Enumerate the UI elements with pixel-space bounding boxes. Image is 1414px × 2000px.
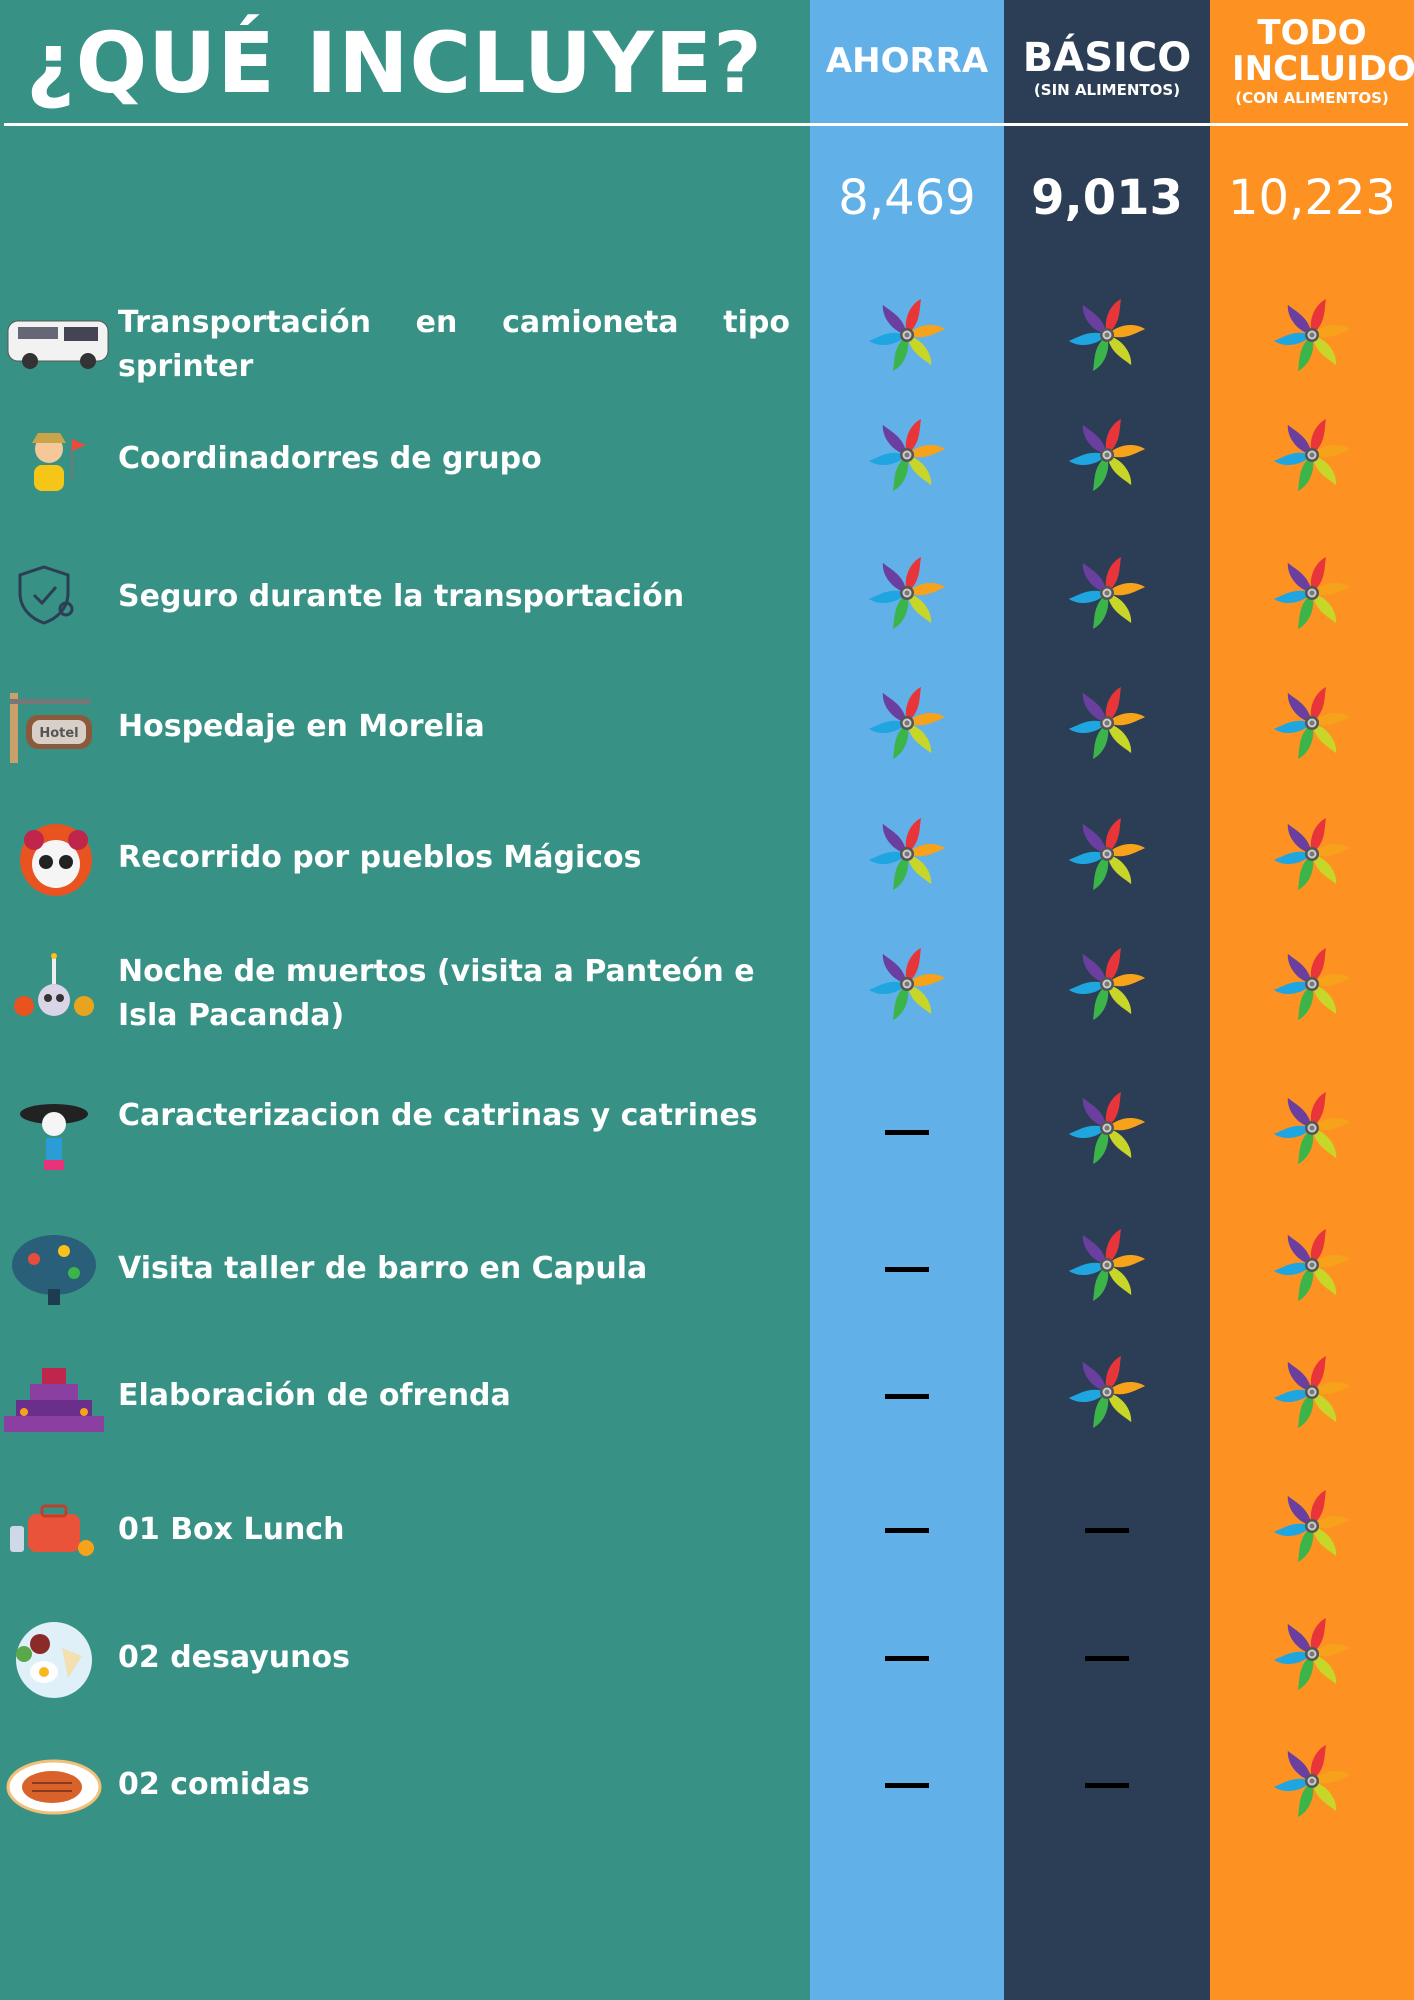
feature-label: 02 desayunos xyxy=(118,1640,350,1675)
price-ahorra: 8,469 xyxy=(838,170,976,226)
header-divider xyxy=(4,123,1408,126)
page-title: ¿QUÉ INCLUYE? xyxy=(26,14,763,112)
pinwheel-icon xyxy=(1068,1229,1146,1301)
plan-name: TODO INCLUIDO xyxy=(1232,12,1414,89)
pinwheel-icon xyxy=(1273,687,1351,759)
pinwheel-icon xyxy=(868,419,946,491)
dash-icon xyxy=(1085,1783,1129,1788)
van-icon xyxy=(7,320,109,369)
steak-plate-icon xyxy=(6,1759,102,1815)
pinwheel-icon xyxy=(1068,1356,1146,1428)
pinwheel-icon xyxy=(1068,818,1146,890)
dash-icon xyxy=(885,1267,929,1272)
plan-name: AHORRA xyxy=(825,40,989,81)
pinwheel-icon xyxy=(1068,557,1146,629)
dash-icon xyxy=(885,1528,929,1533)
sugar-skull-icon xyxy=(20,824,92,896)
guide-icon xyxy=(32,433,86,491)
pinwheel-icon xyxy=(1273,419,1351,491)
pinwheel-icon xyxy=(1068,687,1146,759)
pinwheel-icon xyxy=(1273,1618,1351,1690)
pinwheel-icon xyxy=(1273,1356,1351,1428)
plan-name: BÁSICO xyxy=(1022,34,1192,81)
dash-icon xyxy=(885,1783,929,1788)
pinwheel-icon xyxy=(868,818,946,890)
pinwheel-icon xyxy=(868,687,946,759)
ofrenda-icon xyxy=(4,1368,104,1432)
pinwheel-icon xyxy=(1273,948,1351,1020)
pinwheel-icon xyxy=(1068,299,1146,371)
feature-label: Recorrido por pueblos Mágicos xyxy=(118,840,642,875)
dash-icon xyxy=(885,1394,929,1399)
pinwheel-icon xyxy=(1068,1092,1146,1164)
feature-label: Transportación en camioneta tipo sprinte… xyxy=(118,305,790,384)
pinwheel-icon xyxy=(868,557,946,629)
price-todo: 10,223 xyxy=(1228,170,1396,226)
feature-label: Hospedaje en Morelia xyxy=(118,709,485,744)
pinwheel-icon xyxy=(868,948,946,1020)
plan-header-ahorra: AHORRA xyxy=(810,0,1004,123)
feature-label: Visita taller de barro en Capula xyxy=(118,1251,648,1286)
pinwheel-icon xyxy=(868,299,946,371)
feature-label: Noche de muertos (visita a Panteón e Isl… xyxy=(118,954,755,1033)
pinwheel-icon xyxy=(1273,1229,1351,1301)
hotel-sign-icon: Hotel xyxy=(10,693,92,763)
dash-icon xyxy=(885,1130,929,1135)
plan-header-todo: TODO INCLUIDO (CON ALIMENTOS) xyxy=(1210,0,1414,123)
pinwheel-icon xyxy=(1273,1092,1351,1164)
dash-icon xyxy=(885,1656,929,1661)
pinwheel-icon xyxy=(1273,557,1351,629)
shield-icon xyxy=(18,565,74,625)
clay-tree-icon xyxy=(12,1235,96,1305)
svg-text:Hotel: Hotel xyxy=(39,726,78,741)
pinwheel-icon xyxy=(1273,818,1351,890)
feature-label: 02 comidas xyxy=(118,1767,310,1802)
plan-subtitle: (CON ALIMENTOS) xyxy=(1235,89,1389,108)
dash-icon xyxy=(1085,1656,1129,1661)
feature-label: Coordinadorres de grupo xyxy=(118,441,542,476)
breakfast-plate-icon xyxy=(16,1622,92,1698)
feature-label: Caracterizacion de catrinas y catrines xyxy=(118,1098,758,1133)
plan-header-basico: BÁSICO (SIN ALIMENTOS) xyxy=(1004,0,1210,129)
feature-label: 01 Box Lunch xyxy=(118,1512,345,1547)
pinwheel-icon xyxy=(1273,1745,1351,1817)
pinwheel-icon xyxy=(1068,419,1146,491)
feature-label: Elaboración de ofrenda xyxy=(118,1378,511,1413)
skull-candle-icon xyxy=(14,953,94,1016)
dash-icon xyxy=(1085,1528,1129,1533)
plan-subtitle: (SIN ALIMENTOS) xyxy=(1033,80,1181,99)
pinwheel-icon xyxy=(1068,948,1146,1020)
lunchbox-icon xyxy=(10,1504,94,1556)
pinwheel-icon xyxy=(1273,1490,1351,1562)
catrina-icon xyxy=(20,1104,88,1170)
price-basico: 9,013 xyxy=(1031,170,1183,226)
feature-label: Seguro durante la transportación xyxy=(118,579,685,614)
pinwheel-icon xyxy=(1273,299,1351,371)
